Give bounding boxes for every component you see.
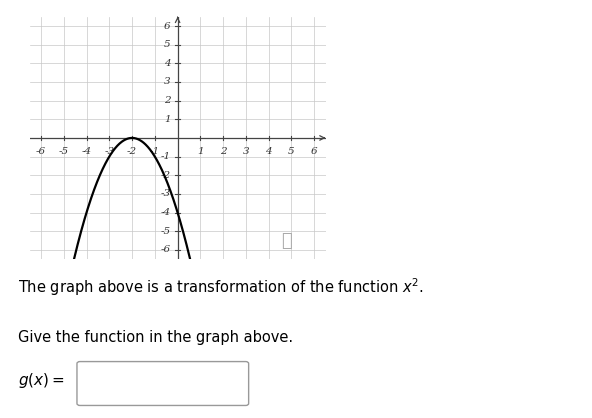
Text: -4: -4	[160, 208, 170, 217]
Text: The graph above is a transformation of the function $x^2$.: The graph above is a transformation of t…	[18, 276, 423, 298]
Text: -3: -3	[160, 189, 170, 199]
Text: 3: 3	[164, 77, 170, 87]
Text: 1: 1	[164, 115, 170, 124]
Text: 2: 2	[164, 96, 170, 105]
Text: 4: 4	[265, 147, 272, 156]
Text: $g(x) =$: $g(x) =$	[18, 371, 65, 390]
Text: 3: 3	[243, 147, 249, 156]
Text: -2: -2	[127, 147, 137, 156]
Text: ⌕: ⌕	[282, 232, 292, 250]
Text: 2: 2	[220, 147, 227, 156]
Text: -1: -1	[150, 147, 160, 156]
Text: 5: 5	[288, 147, 295, 156]
Text: -3: -3	[104, 147, 114, 156]
Text: -1: -1	[160, 152, 170, 161]
Text: 5: 5	[164, 40, 170, 49]
Text: -6: -6	[160, 245, 170, 254]
Text: -5: -5	[160, 227, 170, 236]
Text: 6: 6	[164, 22, 170, 31]
Text: -4: -4	[82, 147, 92, 156]
Text: -5: -5	[59, 147, 69, 156]
Text: -2: -2	[160, 171, 170, 180]
Text: -6: -6	[36, 147, 46, 156]
Text: 4: 4	[164, 59, 170, 68]
Text: 6: 6	[311, 147, 317, 156]
Text: Give the function in the graph above.: Give the function in the graph above.	[18, 330, 293, 345]
Text: 1: 1	[197, 147, 204, 156]
